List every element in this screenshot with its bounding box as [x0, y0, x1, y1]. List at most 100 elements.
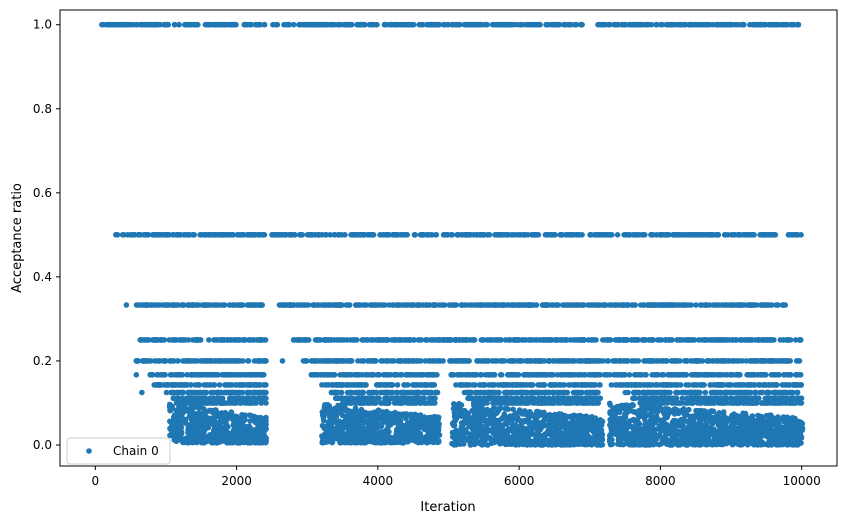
scatter-point-1061 — [785, 232, 792, 238]
scatter-point-1350 — [408, 302, 415, 308]
scatter-point-2156 — [143, 358, 150, 364]
scatter-point-2149 — [188, 358, 194, 364]
scatter-point-1555 — [665, 302, 672, 308]
scatter-point-264 — [406, 21, 413, 28]
scatter-point-1377 — [404, 302, 410, 308]
scatter-point-1903 — [395, 337, 401, 343]
scatter-point-879 — [486, 232, 493, 238]
scatter-point-894 — [564, 232, 571, 238]
scatter-point-3190 — [354, 382, 361, 388]
scatter-point-1032 — [721, 232, 728, 238]
scatter-point-345 — [578, 21, 584, 28]
scatter-point-3859 — [713, 389, 719, 396]
scatter-point-2047 — [710, 337, 717, 343]
scatter-point-897 — [474, 232, 480, 238]
scatter-point-2344 — [378, 358, 385, 364]
scatter-point-2393 — [449, 358, 456, 364]
scatter-point-133 — [176, 21, 182, 28]
scatter-point-4398 — [357, 400, 363, 406]
scatter-point-1037 — [707, 232, 713, 238]
scatter-point-1978 — [733, 337, 740, 343]
scatter-point-3191 — [375, 382, 382, 388]
scatter-point-915 — [614, 232, 621, 238]
scatter-point-1529 — [747, 302, 754, 308]
scatter-point-2738 — [391, 372, 398, 378]
scatter-point-3096 — [208, 382, 214, 388]
scatter-point-1042 — [632, 232, 639, 238]
scatter-point-2461 — [731, 358, 738, 364]
scatter-point-2637 — [228, 372, 235, 378]
scatter-point-3832 — [702, 389, 709, 396]
scatter-point-1373 — [288, 302, 294, 308]
scatter-point-1543 — [676, 302, 683, 308]
scatter-point-447 — [671, 21, 677, 28]
scatter-point-999 — [625, 232, 632, 238]
scatter-point-1348 — [579, 302, 586, 308]
scatter-point-1379 — [463, 302, 469, 308]
scatter-point-2519 — [630, 358, 637, 364]
scatter-point-656 — [238, 232, 244, 238]
scatter-point-367 — [510, 21, 517, 28]
scatter-point-2524 — [691, 358, 697, 364]
scatter-point-520 — [741, 21, 747, 28]
scatter-point-2298 — [501, 358, 508, 364]
scatter-point-113 — [205, 21, 212, 28]
scatter-point-2025 — [716, 337, 722, 343]
scatter-point-1339 — [324, 302, 331, 308]
scatter-point-445 — [637, 21, 643, 28]
scatter-point-1895 — [391, 337, 397, 343]
scatter-point-224 — [360, 21, 367, 28]
scatter-point-2152 — [133, 358, 140, 364]
scatter-point-3607 — [328, 389, 335, 396]
scatter-point-776 — [359, 232, 366, 238]
scatter-point-3117 — [394, 382, 401, 388]
scatter-point-442 — [648, 21, 655, 28]
scatter-point-231 — [368, 21, 375, 28]
scatter-point-1900 — [423, 337, 429, 343]
scatter-point-595 — [113, 232, 119, 238]
scatter-point-4329 — [195, 400, 202, 406]
scatter-point-1651 — [242, 337, 249, 343]
scatter-point-2356 — [516, 358, 523, 364]
scatter-point-230 — [308, 21, 314, 28]
scatter-point-2978 — [794, 372, 801, 378]
scatter-point-2737 — [417, 372, 424, 378]
scatter-point-675 — [331, 232, 338, 238]
scatter-point-4612 — [674, 400, 681, 406]
scatter-point-3729 — [466, 389, 472, 396]
scatter-point-2380 — [358, 358, 365, 364]
scatter-point-2856 — [472, 372, 478, 378]
scatter-point-3090 — [216, 382, 223, 388]
scatter-point-3433 — [628, 382, 634, 388]
scatter-point-3289 — [538, 382, 544, 388]
scatter-point-2057 — [797, 337, 804, 343]
scatter-point-623 — [186, 232, 192, 238]
scatter-point-2977 — [680, 372, 687, 378]
scatter-point-1898 — [315, 337, 321, 343]
scatter-point-2388 — [337, 358, 344, 364]
scatter-point-1393 — [490, 302, 497, 308]
scatter-point-2247 — [440, 358, 446, 364]
scatter-point-443 — [659, 21, 666, 28]
scatter-point-2851 — [448, 372, 455, 378]
scatter-point-895 — [530, 232, 537, 238]
scatter-point-3823 — [667, 389, 673, 396]
scatter-point-2816 — [477, 372, 484, 378]
scatter-point-3293 — [596, 382, 603, 388]
scatter-point-1406 — [354, 302, 360, 308]
scatter-point-4016 — [333, 395, 340, 402]
scatter-point-3085 — [192, 382, 199, 388]
scatter-point-1029 — [690, 232, 697, 238]
scatter-point-1156 — [149, 302, 155, 308]
scatter-point-3724 — [529, 389, 535, 396]
scatter-point-121 — [248, 21, 254, 28]
scatter-point-3535 — [250, 389, 257, 396]
scatter-point-2354 — [579, 358, 586, 364]
scatter-point-1561 — [648, 302, 654, 308]
scatter-point-3178 — [330, 382, 337, 388]
scatter-point-1437 — [693, 302, 699, 308]
scatter-point-2810 — [498, 372, 505, 378]
scatter-point-1161 — [237, 302, 244, 308]
scatter-point-220 — [290, 21, 297, 28]
scatter-point-640 — [143, 232, 149, 238]
